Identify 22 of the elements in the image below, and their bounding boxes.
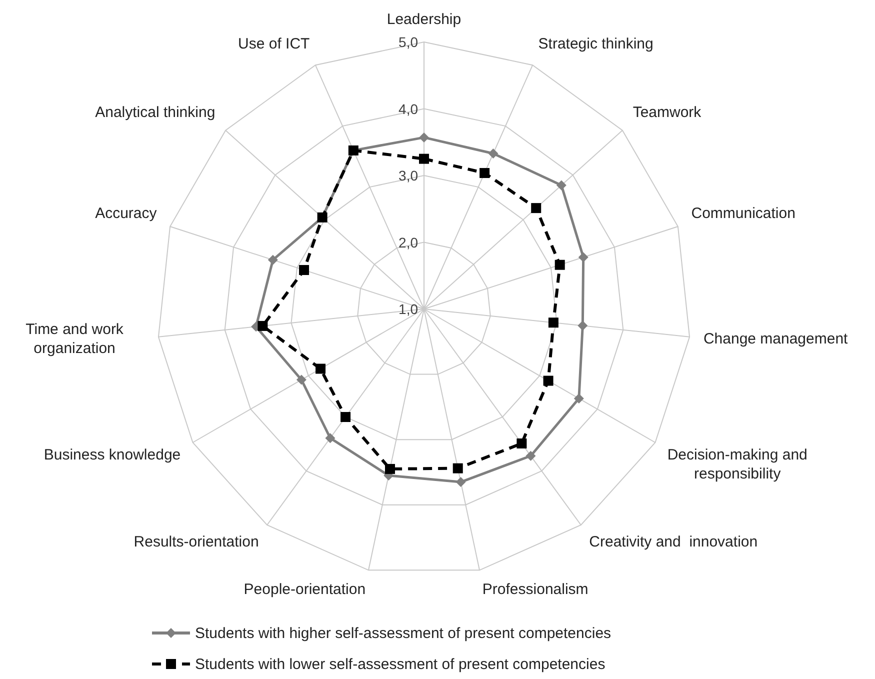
y-tick-label: 5,0 bbox=[398, 34, 418, 50]
spoke-label: Analytical thinking bbox=[95, 104, 216, 121]
spoke-label: Leadership bbox=[386, 11, 462, 28]
y-tick-label: 2,0 bbox=[398, 234, 418, 250]
spoke-label: Use of ICT bbox=[238, 35, 310, 52]
spoke-label: Communication bbox=[691, 205, 796, 222]
y-tick-label: 1,0 bbox=[398, 301, 418, 317]
y-tick-label: 3,0 bbox=[398, 168, 418, 184]
spoke-label: Results-orientation bbox=[134, 533, 259, 550]
spoke-label: Change management bbox=[703, 330, 849, 348]
spoke-label: Accuracy bbox=[95, 205, 158, 222]
legend-label: Students with higher self-assessment of present competencies bbox=[195, 625, 612, 642]
spoke-label: Teamwork bbox=[632, 104, 702, 121]
y-tick-label: 4,0 bbox=[398, 100, 418, 117]
spoke-label: People-orientation bbox=[244, 580, 366, 598]
spoke-label: Professionalism bbox=[482, 580, 588, 598]
spoke-label: Creativity and innovation bbox=[589, 533, 758, 550]
spoke-label: Business knowledge bbox=[44, 446, 181, 464]
spoke-label: Decision-making and responsibility bbox=[667, 446, 808, 482]
legend-label: Students with lower self-assessment of present competencies bbox=[195, 656, 606, 673]
spoke-label: Time and work organization bbox=[26, 320, 124, 357]
spoke-label: Strategic thinking bbox=[538, 35, 654, 52]
